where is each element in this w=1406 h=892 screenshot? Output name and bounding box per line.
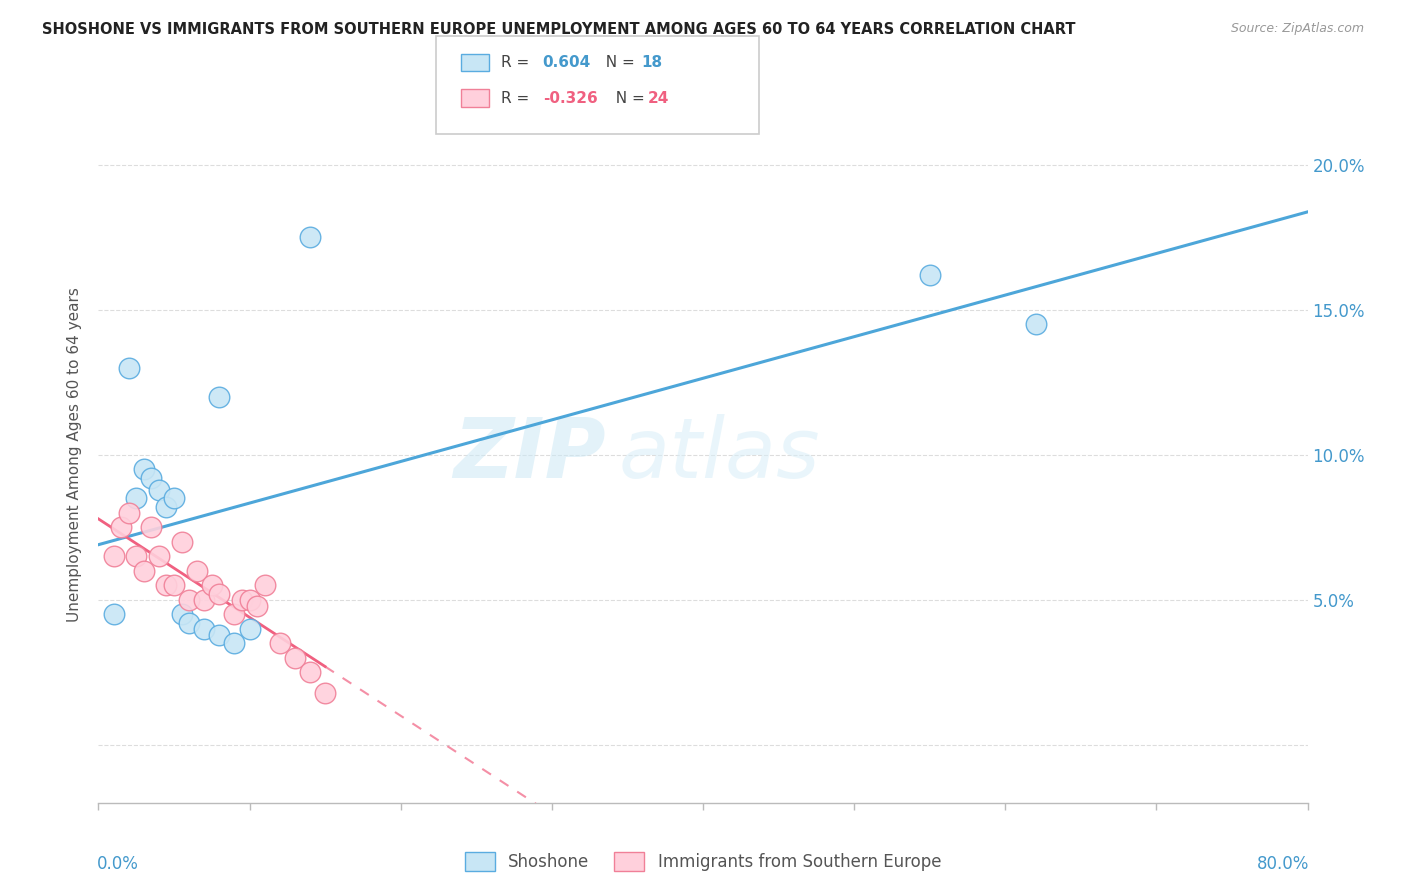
Point [918,268,941,282]
Point [208,587,231,601]
Legend: Shoshone, Immigrants from Southern Europe: Shoshone, Immigrants from Southern Europ… [458,846,948,878]
Point [224,607,246,622]
Text: SHOSHONE VS IMMIGRANTS FROM SOUTHERN EUROPE UNEMPLOYMENT AMONG AGES 60 TO 64 YEA: SHOSHONE VS IMMIGRANTS FROM SOUTHERN EUR… [42,22,1076,37]
Point [239,622,262,636]
Text: R =: R = [501,55,534,70]
Point [239,592,262,607]
Point [163,491,186,506]
Point [148,549,170,564]
Text: R =: R = [501,91,534,105]
Text: 24: 24 [648,91,669,105]
Point [110,520,132,534]
Text: atlas: atlas [619,415,820,495]
Text: N =: N = [596,55,640,70]
Point [170,607,193,622]
Point [231,592,253,607]
Point [201,578,224,592]
Point [208,390,231,404]
Point [284,651,307,665]
Point [179,592,201,607]
Point [193,622,215,636]
Point [253,578,276,592]
Text: N =: N = [606,91,650,105]
Text: 0.0%: 0.0% [97,855,139,873]
Point [269,636,291,650]
Point [246,599,269,613]
Text: ZIP: ZIP [454,415,606,495]
Point [103,607,125,622]
Point [118,361,141,376]
Point [179,615,201,630]
Point [224,636,246,650]
Point [299,230,322,244]
Point [193,592,215,607]
Text: Source: ZipAtlas.com: Source: ZipAtlas.com [1230,22,1364,36]
Point [141,520,163,534]
Point [118,506,141,520]
Y-axis label: Unemployment Among Ages 60 to 64 years: Unemployment Among Ages 60 to 64 years [67,287,83,623]
Point [314,685,336,699]
Point [155,500,177,514]
Point [186,564,208,578]
Point [132,462,155,476]
Point [299,665,322,680]
Point [170,534,193,549]
Point [148,483,170,497]
Point [141,471,163,485]
Point [208,628,231,642]
Text: 0.604: 0.604 [543,55,591,70]
Point [132,564,155,578]
Text: 18: 18 [641,55,662,70]
Point [103,549,125,564]
Point [125,549,148,564]
Text: 80.0%: 80.0% [1257,855,1309,873]
Point [125,491,148,506]
Point [155,578,177,592]
Point [1024,318,1046,332]
Point [163,578,186,592]
Text: -0.326: -0.326 [543,91,598,105]
